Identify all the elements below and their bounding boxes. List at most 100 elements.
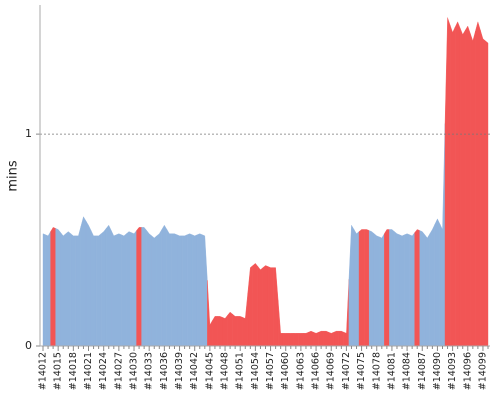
area-segment: [313, 331, 319, 347]
area-segment: [480, 30, 486, 347]
area-segment: [90, 230, 97, 347]
area-segment: [338, 330, 345, 347]
area-segment: [368, 230, 375, 347]
area-segment: [439, 123, 446, 347]
area-segment: [55, 228, 61, 347]
x-tick-label: #14072: [341, 352, 352, 390]
y-tick-label: 1: [25, 127, 32, 140]
area-segment: [45, 230, 51, 347]
area-segment: [131, 229, 137, 347]
area-segment: [328, 331, 334, 347]
area-segment: [389, 229, 395, 347]
x-tick-label: #14030: [129, 352, 140, 390]
x-tick-label: #14045: [204, 352, 215, 390]
x-tick-label: #14096: [462, 352, 473, 390]
area-segment: [353, 228, 360, 347]
area-segment: [454, 21, 461, 347]
area-segment: [111, 230, 117, 347]
area-segment: [449, 24, 456, 347]
area-segment: [50, 227, 56, 347]
area-segment: [252, 263, 259, 347]
x-tick-label: #14054: [250, 352, 261, 390]
area-segment: [42, 233, 46, 347]
area-segment: [348, 224, 355, 347]
x-tick-label: #14027: [113, 352, 124, 390]
area-segment: [100, 227, 107, 347]
area-segment: [288, 333, 294, 347]
area-segment: [176, 234, 183, 347]
area-segment: [166, 228, 173, 347]
area-segment: [116, 233, 122, 347]
area-segment: [379, 232, 385, 347]
x-tick-label: #14084: [402, 352, 413, 390]
area-segment: [444, 17, 451, 347]
area-segment: [282, 333, 289, 347]
area-segment: [257, 265, 264, 347]
area-segment: [394, 231, 400, 347]
x-tick-label: #14090: [432, 352, 443, 390]
x-tick-label: #14078: [371, 352, 382, 390]
area-segment: [75, 226, 82, 347]
area-segment: [465, 25, 471, 347]
x-tick-label: #14039: [174, 352, 185, 390]
area-segment: [146, 229, 152, 347]
area-segment: [60, 232, 66, 347]
area-segment: [181, 234, 188, 347]
area-segment: [121, 233, 127, 347]
area-segment: [298, 333, 304, 347]
area-segment: [358, 229, 365, 347]
area-segment: [277, 300, 284, 347]
area-segment: [267, 266, 274, 347]
area-segment: [95, 233, 102, 347]
area-segment: [80, 216, 87, 347]
x-tick-label: #14060: [280, 352, 291, 390]
area-segment: [171, 233, 178, 347]
area-segment: [343, 279, 350, 347]
area-segment: [227, 311, 233, 347]
area-segment: [262, 265, 269, 347]
area-segment: [212, 316, 218, 347]
area-segment: [333, 330, 340, 347]
x-tick-label: #14075: [356, 352, 367, 390]
area-segment: [399, 234, 405, 347]
area-segment: [161, 224, 168, 347]
x-tick-label: #14024: [98, 352, 109, 390]
area-segment: [404, 233, 410, 347]
area-segment: [303, 331, 309, 347]
area-segment: [323, 330, 329, 347]
x-tick-label: #14081: [386, 352, 397, 390]
area-segment: [126, 231, 132, 347]
y-tick-label: 0: [25, 339, 32, 352]
area-segment: [207, 280, 213, 347]
area-segment: [424, 232, 431, 347]
area-segment: [202, 234, 208, 347]
area-segment: [242, 293, 249, 347]
area-segment: [197, 233, 203, 347]
area-segment: [237, 316, 243, 347]
area-segment: [186, 233, 193, 347]
x-tick-label: #14048: [220, 352, 231, 390]
x-tick-label: #14015: [53, 352, 64, 390]
area-segment: [85, 220, 92, 347]
area-segment: [434, 218, 441, 347]
x-tick-label: #14066: [311, 352, 322, 390]
area-segment: [247, 265, 254, 347]
area-segment: [470, 31, 476, 347]
x-tick-label: #14099: [477, 352, 488, 390]
area-segment: [308, 330, 314, 347]
x-tick-label: #14042: [189, 352, 200, 390]
area-segment: [272, 267, 279, 347]
area-segment: [106, 224, 112, 347]
area-segment: [363, 229, 370, 347]
area-segment: [485, 40, 489, 347]
x-tick-label: #14057: [265, 352, 276, 390]
x-tick-label: #14018: [68, 352, 79, 390]
y-axis-label: mins: [6, 160, 21, 192]
area-segment: [141, 227, 147, 347]
area-segment: [374, 233, 380, 347]
area-segment: [65, 231, 72, 347]
area-segment: [191, 234, 198, 347]
area-segment: [70, 233, 77, 347]
area-segment: [419, 230, 425, 347]
area-segment: [156, 228, 163, 347]
